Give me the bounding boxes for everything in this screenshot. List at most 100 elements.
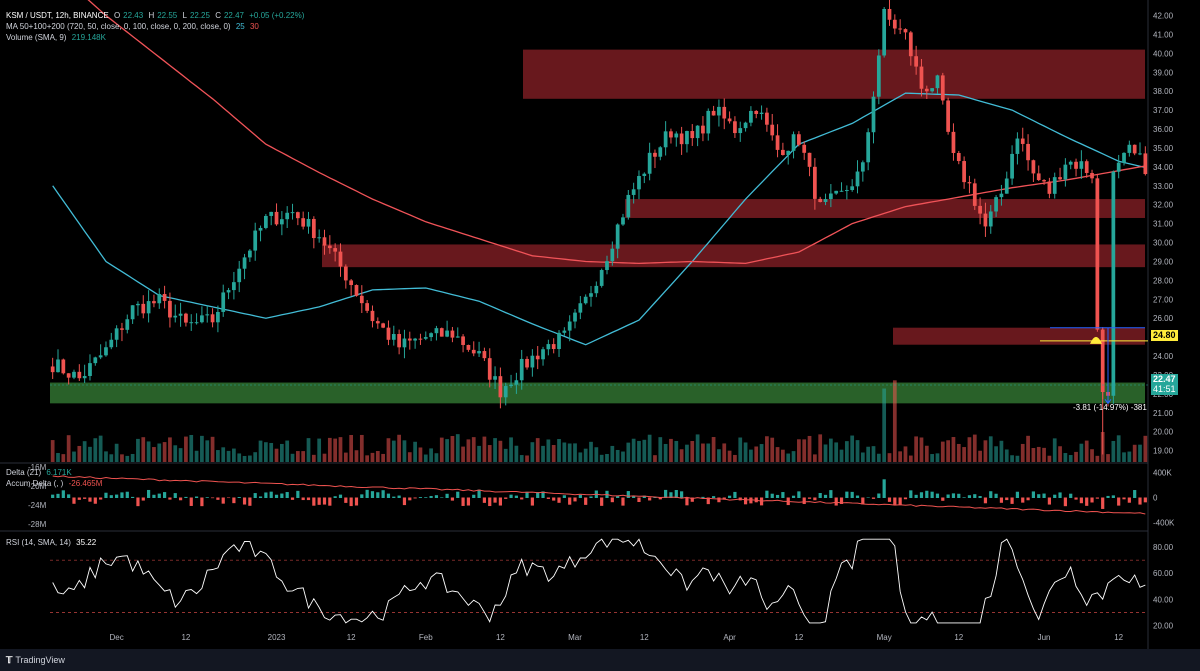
- x-tick-label: 12: [1114, 633, 1123, 642]
- delta-bar: [56, 493, 60, 498]
- volume-bar: [823, 444, 828, 462]
- delta-bar: [791, 495, 796, 498]
- candle: [711, 110, 716, 116]
- delta-bar: [280, 493, 284, 498]
- candle: [402, 338, 407, 348]
- candle: [615, 224, 620, 249]
- delta-bar: [813, 497, 817, 501]
- volume-bar: [839, 449, 844, 462]
- candle: [679, 133, 684, 145]
- y-tick-label: 38.00: [1153, 87, 1174, 96]
- volume-bar: [1068, 455, 1073, 462]
- delta-bar: [232, 497, 236, 504]
- delta-bar: [83, 497, 87, 499]
- ma-fast-line: [52, 92, 1146, 346]
- volume-bar: [690, 441, 695, 462]
- delta-bar: [221, 497, 225, 504]
- candle: [599, 270, 604, 286]
- delta-bar: [93, 497, 97, 504]
- volume-bar: [1127, 451, 1132, 462]
- delta-right-tick: 400K: [1153, 468, 1172, 477]
- delta-bar: [610, 497, 614, 503]
- delta-bar: [189, 497, 193, 506]
- volume-bar: [685, 444, 689, 462]
- delta-bar: [893, 497, 897, 505]
- candle: [908, 32, 913, 57]
- candle: [983, 213, 988, 227]
- delta-bar: [488, 497, 492, 507]
- candle: [482, 351, 487, 359]
- volume-bar: [503, 448, 508, 462]
- delta-bar: [882, 479, 886, 498]
- candle: [663, 131, 668, 148]
- delta-bar: [194, 496, 199, 498]
- delta-bar: [322, 497, 327, 505]
- delta-bar: [829, 490, 833, 498]
- volume-bar: [1036, 446, 1041, 462]
- volume-bar: [530, 442, 535, 462]
- candle: [322, 237, 327, 246]
- candle: [759, 112, 764, 114]
- candle: [876, 55, 881, 97]
- accum-delta-legend[interactable]: Accum Delta (, ) -26.465M: [6, 479, 105, 489]
- delta-bar: [1127, 497, 1131, 503]
- delta-bar: [51, 494, 55, 498]
- delta-bar: [1133, 490, 1137, 498]
- volume-bar: [248, 455, 252, 462]
- delta-bar: [957, 493, 961, 498]
- volume-bar: [994, 446, 998, 462]
- candle: [152, 301, 156, 304]
- volume-legend[interactable]: Volume (SMA, 9) 219.148K: [6, 33, 109, 43]
- candle: [397, 334, 401, 348]
- volume-bar: [50, 440, 55, 462]
- candle: [493, 376, 497, 380]
- symbol-title[interactable]: KSM / USDT, 12h, BINANCE: [6, 11, 109, 20]
- delta-bar: [210, 497, 215, 499]
- candle: [999, 193, 1004, 198]
- candle: [823, 199, 828, 202]
- candle: [205, 314, 210, 316]
- delta-bar: [983, 497, 988, 504]
- candle: [642, 173, 647, 177]
- delta-bar: [328, 497, 332, 506]
- delta-bar: [541, 491, 545, 498]
- volume-bar: [797, 439, 801, 462]
- candle: [1063, 164, 1068, 180]
- rsi-legend[interactable]: RSI (14, SMA, 14) 35.22: [6, 538, 99, 548]
- candle: [354, 285, 359, 296]
- delta-bar: [456, 491, 460, 498]
- alert-price-label[interactable]: 24.80: [1151, 330, 1178, 341]
- volume-bar: [338, 437, 343, 462]
- tradingview-brand: TradingView: [15, 655, 65, 665]
- delta-bar: [306, 497, 311, 501]
- delta-bar: [381, 490, 385, 498]
- delta-bar: [973, 494, 977, 498]
- delta-bar: [1122, 497, 1126, 500]
- volume-bar: [765, 436, 769, 462]
- volume-bar: [413, 441, 417, 462]
- volume-bar: [759, 444, 764, 462]
- ohlc-low: 22.25: [189, 11, 210, 20]
- volume-bar: [72, 451, 76, 462]
- candle: [567, 321, 572, 331]
- candle: [541, 349, 545, 360]
- volume-bar: [807, 435, 812, 462]
- tradingview-logo[interactable]: 𝕋 TradingView: [6, 655, 65, 666]
- delta-bar: [482, 497, 487, 503]
- candle: [439, 328, 444, 337]
- candle: [940, 75, 945, 101]
- candle: [860, 162, 865, 172]
- volume-bar: [610, 445, 615, 462]
- delta-bar: [573, 497, 577, 502]
- delta-bar: [626, 491, 630, 498]
- volume-bar: [1010, 455, 1014, 462]
- resistance-zone: [893, 327, 1145, 345]
- candle: [429, 333, 433, 338]
- volume-bar: [301, 451, 306, 462]
- volume-bar: [482, 436, 487, 462]
- delta-legend[interactable]: Delta (21) 6.171K: [6, 468, 75, 478]
- candle: [1122, 152, 1126, 163]
- y-tick-label: 33.00: [1153, 182, 1174, 191]
- ma-legend[interactable]: MA 50+100+200 (720, 50, close, 0, 100, c…: [6, 22, 262, 32]
